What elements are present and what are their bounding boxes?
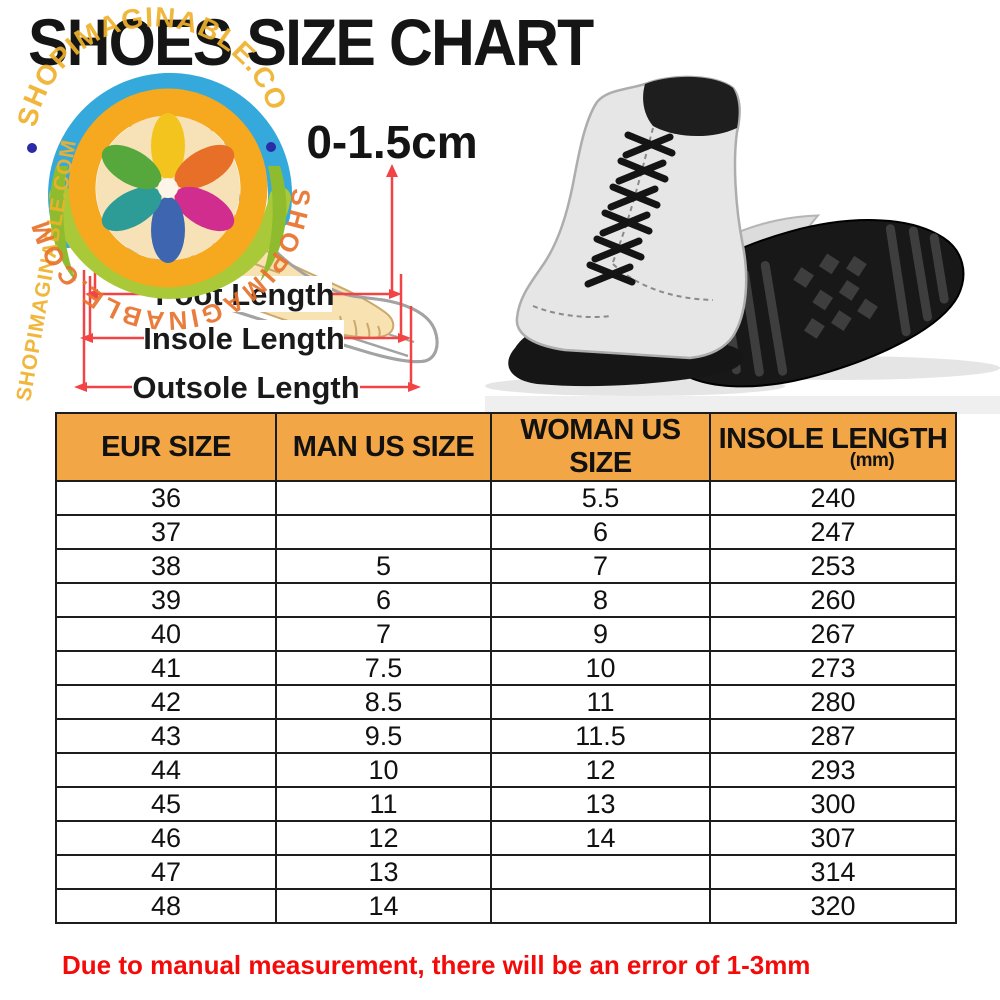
table-row: 42 8.5 11 280 <box>55 684 957 720</box>
photo-floor <box>485 396 1000 414</box>
logo-flower-icon <box>101 113 235 263</box>
col-header-insole-length: INSOLE LENGTH (mm) <box>709 412 957 482</box>
page-title: SHOES SIZE CHART <box>28 5 594 79</box>
table-row: 39 6 8 260 <box>55 582 957 618</box>
table-row: 37 6 247 <box>55 514 957 550</box>
col-header-man-us-size: MAN US SIZE <box>275 412 492 482</box>
table-row: 40 7 9 267 <box>55 616 957 652</box>
table-header-row: EUR SIZE MAN US SIZE WOMAN US SIZE INSOL… <box>55 412 957 482</box>
measurement-labels: Foot Length Insole Length Outsole Length <box>132 276 360 405</box>
brand-logo <box>48 72 292 299</box>
upright-boot-illustration <box>508 75 748 387</box>
arrowheads <box>74 164 421 392</box>
table-row: 46 12 14 307 <box>55 820 957 856</box>
table-row: 48 14 320 <box>55 888 957 924</box>
col-header-eur-size: EUR SIZE <box>55 412 277 482</box>
outsole-length-label: Outsole Length <box>132 370 359 405</box>
table-row: 45 11 13 300 <box>55 786 957 822</box>
boots-product-photo <box>485 75 1000 414</box>
size-chart-table: EUR SIZE MAN US SIZE WOMAN US SIZE INSOL… <box>55 412 957 924</box>
toe-gap-label: 0-1.5cm <box>306 116 477 168</box>
table-row: 38 5 7 253 <box>55 548 957 584</box>
table-row: 41 7.5 10 273 <box>55 650 957 686</box>
boot-laces <box>584 131 676 288</box>
table-row: 43 9.5 11.5 287 <box>55 718 957 754</box>
table-row: 44 10 12 293 <box>55 752 957 788</box>
boot-collar <box>643 76 739 137</box>
insole-length-label: Insole Length <box>143 321 345 356</box>
sole-tread-diamonds <box>793 253 878 339</box>
table-row: 47 13 314 <box>55 854 957 890</box>
logo-arcs <box>48 72 292 299</box>
measurement-disclaimer: Due to manual measurement, there will be… <box>62 950 811 980</box>
col-header-woman-us-size: WOMAN US SIZE <box>490 412 711 482</box>
table-row: 36 5.5 240 <box>55 480 957 516</box>
logo-ring <box>68 88 268 288</box>
insole-unit: (mm) <box>849 449 895 471</box>
